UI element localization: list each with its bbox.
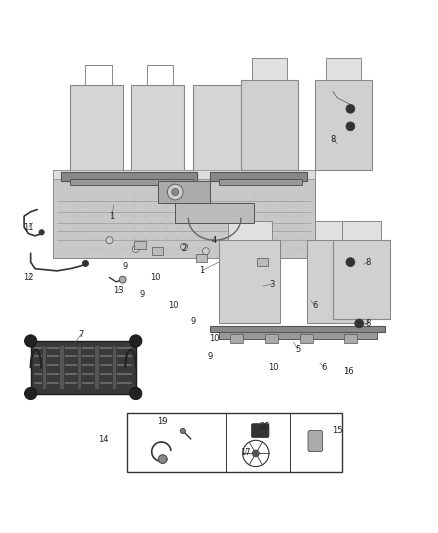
Text: 8: 8	[330, 135, 336, 144]
Text: 4: 4	[212, 236, 217, 245]
Polygon shape	[94, 345, 99, 389]
Polygon shape	[342, 221, 381, 240]
Circle shape	[130, 387, 142, 400]
Polygon shape	[265, 334, 278, 343]
Text: 10: 10	[150, 273, 161, 282]
Polygon shape	[175, 203, 254, 223]
Circle shape	[252, 450, 259, 457]
Text: 1: 1	[109, 212, 114, 221]
Text: 5: 5	[295, 345, 300, 354]
Text: 14: 14	[98, 435, 108, 444]
Circle shape	[82, 260, 88, 266]
Polygon shape	[333, 240, 390, 319]
Text: 9: 9	[190, 317, 195, 326]
Circle shape	[346, 104, 355, 113]
Polygon shape	[315, 80, 372, 170]
Circle shape	[106, 237, 113, 244]
Text: 7: 7	[78, 330, 84, 339]
Bar	[152, 247, 163, 255]
Bar	[127, 413, 342, 472]
Circle shape	[167, 184, 183, 200]
Circle shape	[346, 122, 355, 131]
Circle shape	[202, 248, 209, 255]
Bar	[196, 254, 207, 262]
Text: 10: 10	[268, 363, 279, 372]
Text: 15: 15	[332, 426, 343, 435]
Text: 9: 9	[122, 262, 127, 271]
Text: 3: 3	[269, 279, 274, 288]
FancyBboxPatch shape	[251, 424, 269, 438]
Polygon shape	[210, 172, 307, 181]
Polygon shape	[230, 334, 243, 343]
Polygon shape	[53, 170, 315, 258]
Circle shape	[130, 335, 142, 347]
Polygon shape	[241, 80, 298, 170]
Text: 8: 8	[365, 257, 371, 266]
Text: 2: 2	[181, 245, 187, 254]
Polygon shape	[131, 85, 184, 179]
Polygon shape	[219, 179, 302, 185]
Polygon shape	[77, 345, 81, 389]
Bar	[134, 241, 146, 248]
Circle shape	[119, 276, 126, 283]
Polygon shape	[307, 240, 368, 324]
Text: 12: 12	[23, 273, 34, 282]
Circle shape	[25, 387, 37, 400]
Polygon shape	[158, 181, 210, 203]
Circle shape	[243, 440, 269, 466]
Polygon shape	[300, 334, 313, 343]
Text: 19: 19	[157, 417, 167, 426]
Polygon shape	[193, 85, 245, 179]
Text: 9: 9	[208, 352, 213, 361]
Polygon shape	[252, 59, 287, 80]
Circle shape	[158, 455, 167, 464]
Circle shape	[180, 429, 185, 434]
Polygon shape	[59, 345, 64, 389]
Circle shape	[355, 319, 364, 328]
Polygon shape	[219, 332, 377, 339]
Polygon shape	[70, 179, 193, 185]
Text: 6: 6	[313, 302, 318, 310]
Text: 11: 11	[23, 223, 34, 231]
Polygon shape	[31, 341, 136, 393]
Text: 10: 10	[168, 302, 178, 310]
Polygon shape	[315, 221, 359, 240]
Circle shape	[346, 258, 355, 266]
Circle shape	[180, 243, 187, 251]
Text: 1: 1	[199, 266, 204, 276]
Circle shape	[25, 335, 37, 347]
Polygon shape	[210, 326, 385, 332]
Polygon shape	[219, 240, 280, 324]
Bar	[257, 258, 268, 266]
Circle shape	[39, 230, 44, 235]
FancyBboxPatch shape	[308, 431, 322, 451]
Polygon shape	[61, 172, 197, 181]
Text: 10: 10	[209, 334, 220, 343]
Text: 13: 13	[113, 286, 124, 295]
Text: 16: 16	[343, 367, 353, 376]
Text: 17: 17	[240, 448, 251, 457]
Text: 20: 20	[260, 422, 270, 431]
Polygon shape	[326, 59, 361, 80]
Polygon shape	[70, 85, 123, 179]
Text: 8: 8	[365, 319, 371, 328]
Polygon shape	[42, 345, 46, 389]
Text: 6: 6	[321, 363, 327, 372]
Polygon shape	[112, 345, 116, 389]
Circle shape	[172, 189, 179, 196]
Circle shape	[132, 246, 139, 253]
Polygon shape	[344, 334, 357, 343]
Polygon shape	[53, 170, 315, 179]
Polygon shape	[228, 221, 272, 240]
Text: 9: 9	[140, 290, 145, 300]
